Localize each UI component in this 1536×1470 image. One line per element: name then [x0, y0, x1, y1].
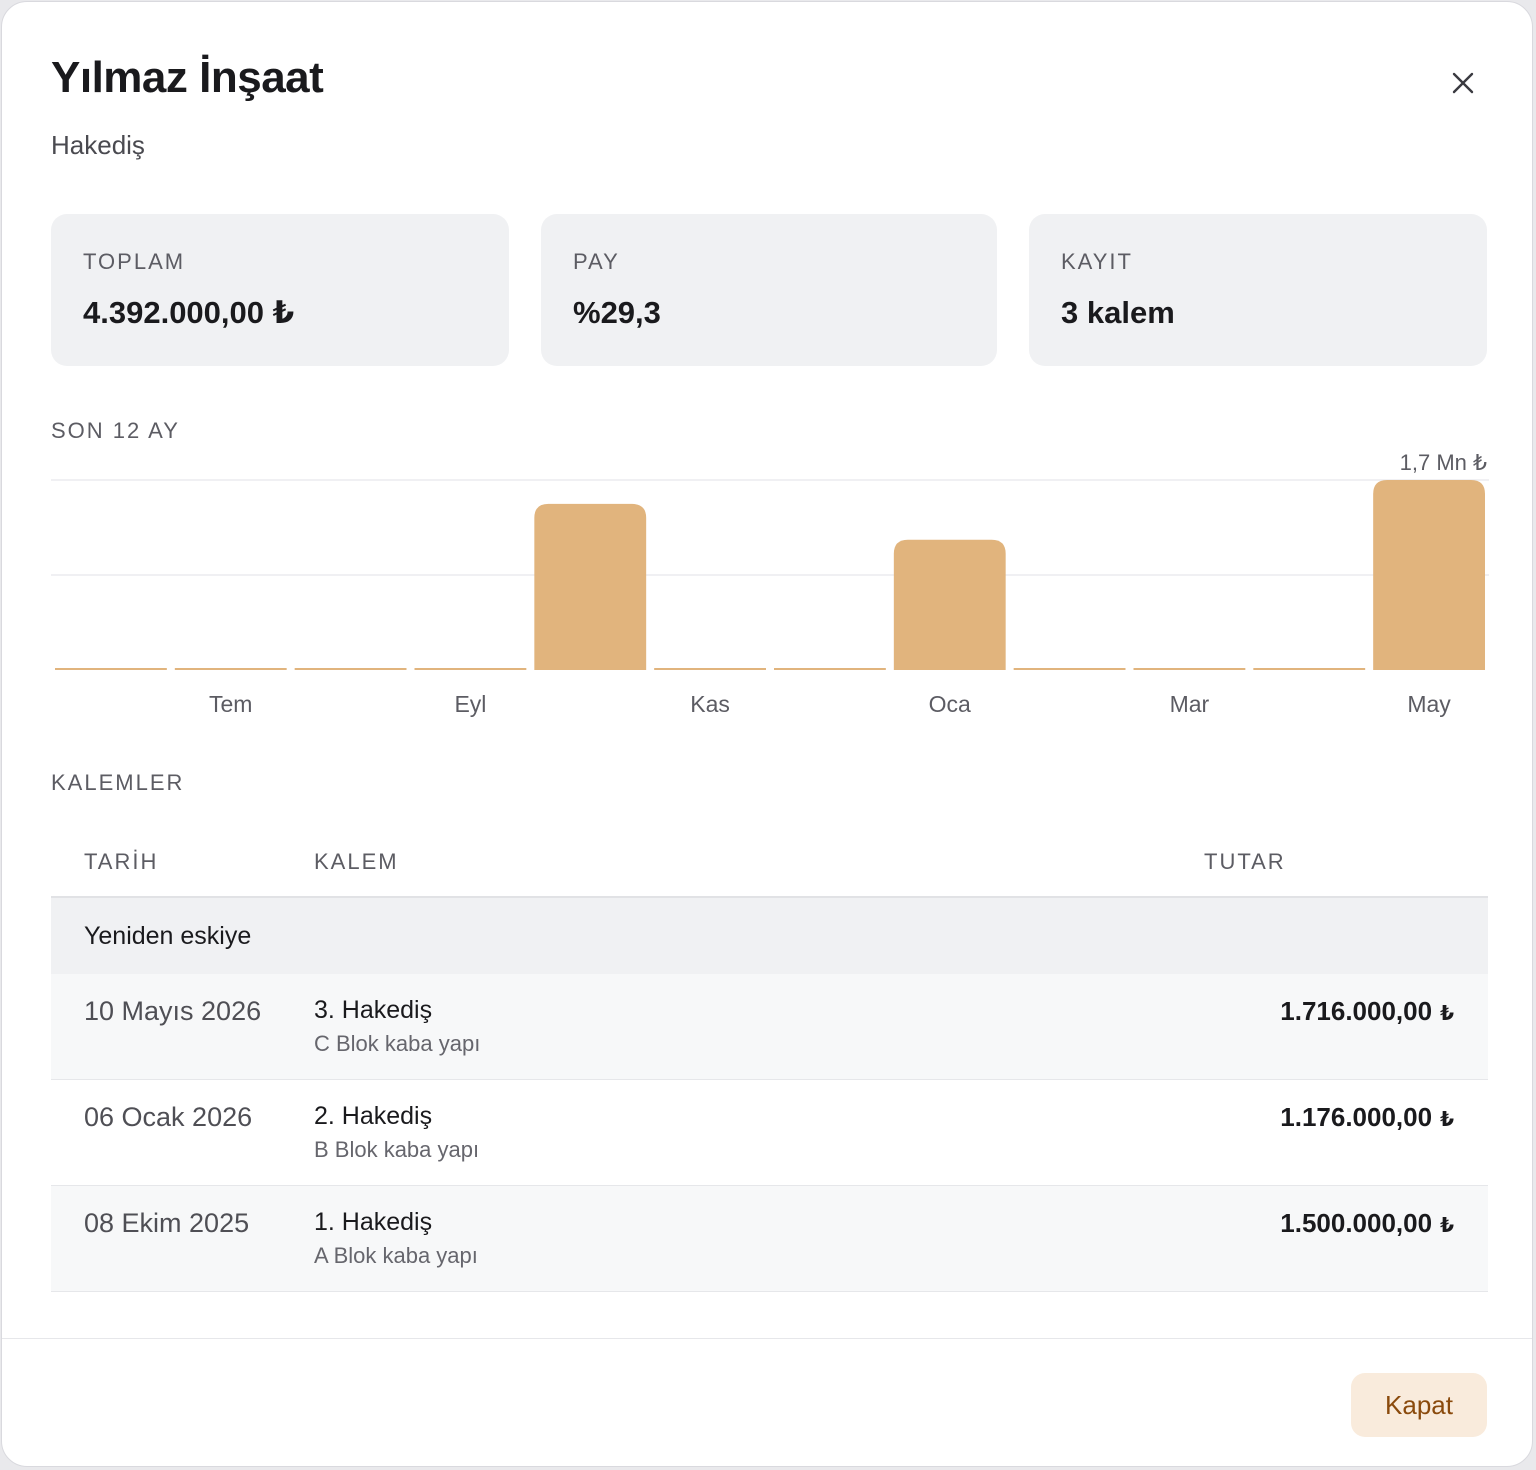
column-header-amount: TUTAR — [1204, 849, 1286, 874]
stat-label: TOPLAM — [83, 249, 186, 274]
stat-value: 4.392.000,00 ₺ — [83, 295, 295, 330]
row-amount: 1.176.000,00 ₺ — [1280, 1100, 1454, 1137]
chart-bar[interactable] — [294, 668, 407, 670]
currency-symbol: ₺ — [1440, 1109, 1454, 1131]
row-amount: 1.500.000,00 ₺ — [1280, 1206, 1454, 1243]
kapat-button[interactable]: Kapat — [1351, 1373, 1487, 1437]
monthly-bar-chart: Tem Eyl Kas Oca Mar May 1,7 Mn ₺ — [51, 450, 1489, 717]
chart-bar[interactable] — [55, 668, 167, 670]
sort-group-label: Yeniden eskiye — [84, 922, 252, 950]
x-tick-label: Kas — [690, 691, 730, 717]
items-section-label: KALEMLER — [51, 770, 185, 795]
sort-group-row: Yeniden eskiye — [51, 898, 1488, 974]
table-header: TARİH KALEM TUTAR — [51, 828, 1488, 898]
chart-bar[interactable] — [1373, 480, 1485, 670]
stat-value: 3 kalem — [1061, 295, 1175, 330]
table-row[interactable]: 08 Ekim 2025 1. Hakediş A Blok kaba yapı… — [51, 1186, 1488, 1292]
chart-bar[interactable] — [893, 539, 1006, 670]
row-title: 2. Hakediş — [314, 1102, 433, 1130]
stat-card-share: PAY %29,3 — [541, 214, 997, 366]
dialog-footer: Kapat — [2, 1338, 1532, 1466]
chart-bar[interactable] — [654, 668, 766, 670]
chart-bar[interactable] — [414, 668, 527, 670]
stat-label: PAY — [573, 249, 620, 274]
x-tick-label: May — [1407, 691, 1451, 717]
x-tick-label: Oca — [929, 691, 971, 717]
row-amount-value: 1.176.000,00 — [1280, 1102, 1433, 1132]
row-date: 06 Ocak 2026 — [84, 1102, 253, 1132]
stat-card-count: KAYIT 3 kalem — [1029, 214, 1487, 366]
column-header-date: TARİH — [84, 849, 159, 874]
chart-bar[interactable] — [774, 668, 886, 670]
chart-bar[interactable] — [174, 668, 287, 670]
x-tick-label: Mar — [1170, 691, 1210, 717]
dialog-title: Yılmaz İnşaat — [51, 53, 324, 102]
chart-section-label: SON 12 AY — [51, 418, 180, 443]
x-tick-label: Tem — [209, 691, 252, 717]
currency-symbol: ₺ — [1440, 1003, 1454, 1025]
stat-label: KAYIT — [1061, 249, 1133, 274]
x-tick-label: Eyl — [454, 691, 486, 717]
row-amount-value: 1.716.000,00 — [1280, 996, 1433, 1026]
stat-value: %29,3 — [573, 295, 661, 330]
row-amount: 1.716.000,00 ₺ — [1280, 994, 1454, 1031]
table-row[interactable]: 06 Ocak 2026 2. Hakediş B Blok kaba yapı… — [51, 1080, 1488, 1186]
row-description: C Blok kaba yapı — [314, 1031, 481, 1056]
row-title: 3. Hakediş — [314, 996, 433, 1024]
chart-bar[interactable] — [1133, 668, 1246, 670]
close-icon — [1452, 72, 1474, 94]
row-date: 10 Mayıs 2026 — [84, 996, 262, 1026]
row-description: A Blok kaba yapı — [314, 1243, 478, 1268]
column-header-item: KALEM — [314, 849, 399, 874]
max-value-label: 1,7 Mn ₺ — [1400, 450, 1487, 475]
chart-bar[interactable] — [1013, 668, 1126, 670]
chart-bar[interactable] — [534, 503, 647, 670]
currency-symbol: ₺ — [1440, 1215, 1454, 1237]
chart-bar[interactable] — [1253, 668, 1366, 670]
row-description: B Blok kaba yapı — [314, 1137, 480, 1162]
table-row[interactable]: 10 Mayıs 2026 3. Hakediş C Blok kaba yap… — [51, 974, 1488, 1080]
items-table: TARİH KALEM TUTAR Yeniden eskiye 10 Mayı… — [51, 828, 1488, 1292]
close-button[interactable] — [1438, 58, 1488, 108]
stat-card-total: TOPLAM 4.392.000,00 ₺ — [51, 214, 509, 366]
row-title: 1. Hakediş — [314, 1208, 433, 1236]
row-date: 08 Ekim 2025 — [84, 1208, 250, 1238]
row-amount-value: 1.500.000,00 — [1280, 1208, 1433, 1238]
dialog-subtitle: Hakediş — [51, 130, 145, 160]
